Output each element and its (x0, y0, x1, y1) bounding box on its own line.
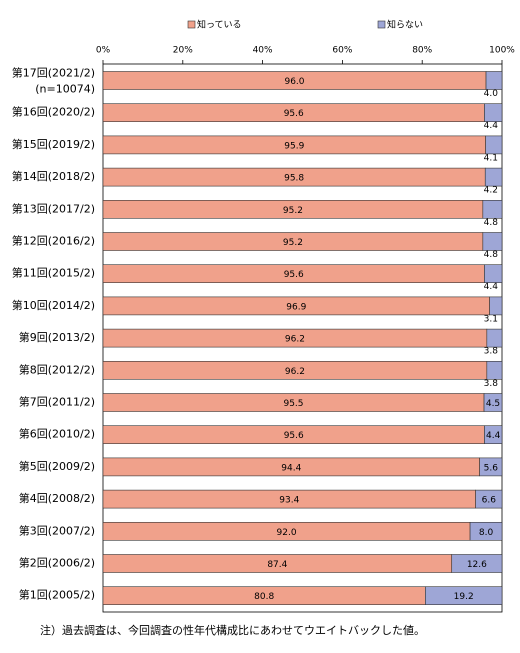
bar-segment (485, 71, 503, 90)
value-label: 94.4 (281, 463, 301, 473)
value-label: 96.2 (285, 335, 305, 345)
value-label: 87.4 (267, 560, 287, 570)
bar-segment (475, 489, 503, 509)
bar-segment (482, 232, 503, 251)
x-tick-label: 60% (332, 46, 352, 56)
value-label: 96.0 (284, 77, 304, 87)
bar-segment (425, 586, 503, 606)
bar-segment (482, 200, 503, 219)
category-label: 第2回(2006/2) (19, 556, 95, 570)
legend-swatch (377, 20, 386, 29)
value-label: 12.6 (467, 560, 487, 570)
category-label: 第3回(2007/2) (19, 523, 95, 537)
value-label: 96.2 (285, 367, 305, 377)
value-label: 3.8 (484, 347, 499, 357)
value-label: 95.2 (283, 206, 303, 216)
value-label: 4.0 (484, 89, 499, 99)
value-label: 93.4 (279, 496, 299, 506)
bar-segment (483, 393, 503, 412)
value-label: 4.4 (486, 431, 501, 441)
category-label: 第10回(2014/2) (12, 298, 95, 312)
x-tick-label: 20% (173, 46, 193, 56)
bar-segment (489, 296, 503, 316)
value-label: 6.6 (482, 496, 497, 506)
value-label: 95.6 (284, 109, 304, 119)
bar-segment (451, 554, 503, 573)
category-label: 第12回(2016/2) (12, 234, 95, 248)
category-label: 第7回(2011/2) (19, 395, 95, 409)
value-label: 4.8 (484, 250, 499, 260)
category-label: 第14回(2018/2) (12, 169, 95, 183)
category-label: 第1回(2005/2) (19, 588, 95, 602)
x-tick-label: 100% (489, 46, 515, 56)
bar-segment (485, 135, 503, 155)
value-label: 80.8 (254, 592, 274, 602)
value-label: 95.2 (283, 238, 303, 248)
value-label: 4.5 (486, 399, 500, 409)
bar-segment (484, 103, 503, 122)
bar-segment (484, 425, 503, 445)
value-label: 5.6 (484, 463, 499, 473)
category-label: 第15回(2019/2) (12, 137, 95, 151)
value-label: 95.6 (284, 431, 304, 441)
value-label: 95.5 (283, 399, 303, 409)
category-label: 第5回(2009/2) (19, 459, 95, 473)
category-label: 第11回(2015/2) (12, 266, 95, 280)
value-label: 4.1 (484, 153, 498, 163)
value-label: 95.9 (284, 141, 304, 151)
value-label: 19.2 (454, 592, 474, 602)
value-label: 95.6 (284, 270, 304, 280)
category-label: 第16回(2020/2) (12, 105, 95, 119)
sample-size: (n=10074) (35, 83, 95, 96)
x-tick-label: 0% (96, 46, 111, 56)
value-label: 4.2 (484, 186, 498, 196)
legend-label: 知っている (197, 19, 242, 31)
footnote: 注）過去調査は、今回調査の性年代構成比にあわせてウエイトバックした値。 (40, 623, 425, 637)
bar-segment (486, 360, 503, 380)
bar-segment (469, 521, 503, 541)
category-label: 第4回(2008/2) (19, 491, 95, 505)
value-label: 4.4 (484, 282, 499, 292)
value-label: 95.8 (284, 174, 304, 184)
value-label: 8.0 (479, 528, 494, 538)
bar-segment (484, 264, 503, 284)
x-tick-label: 80% (412, 46, 432, 56)
bar-segment (479, 457, 503, 477)
legend-swatch (187, 20, 196, 29)
value-label: 4.4 (484, 121, 499, 131)
category-label: 第9回(2013/2) (19, 330, 95, 344)
value-label: 96.9 (286, 302, 306, 312)
category-label: 第6回(2010/2) (19, 427, 95, 441)
value-label: 3.8 (484, 379, 499, 389)
category-label: 第17回(2021/2) (12, 66, 95, 80)
value-label: 92.0 (277, 528, 297, 538)
legend-label: 知らない (387, 19, 423, 31)
value-label: 4.8 (484, 218, 499, 228)
bar-segment (486, 328, 503, 348)
category-label: 第8回(2012/2) (19, 362, 95, 376)
bar-segment (484, 167, 503, 187)
x-tick-label: 40% (253, 46, 273, 56)
value-label: 3.1 (484, 314, 498, 324)
category-label: 第13回(2017/2) (12, 201, 95, 215)
